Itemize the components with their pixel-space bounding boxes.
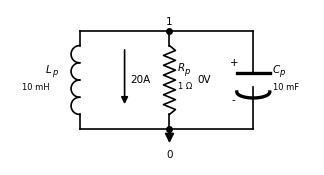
Text: R: R [178,63,185,74]
Text: -: - [232,96,236,106]
Text: L: L [45,65,51,75]
Text: 0: 0 [166,150,173,160]
Text: 1 Ω: 1 Ω [178,82,192,91]
Text: p: p [279,68,285,77]
Text: 0V: 0V [197,75,211,85]
Text: 20A: 20A [130,75,150,85]
Text: C: C [273,65,280,75]
Text: 1: 1 [166,17,173,27]
Text: 10 mF: 10 mF [273,83,299,92]
Text: 10 mH: 10 mH [22,83,50,92]
Text: p: p [52,68,57,77]
Text: p: p [184,67,190,76]
Text: +: + [229,58,238,68]
